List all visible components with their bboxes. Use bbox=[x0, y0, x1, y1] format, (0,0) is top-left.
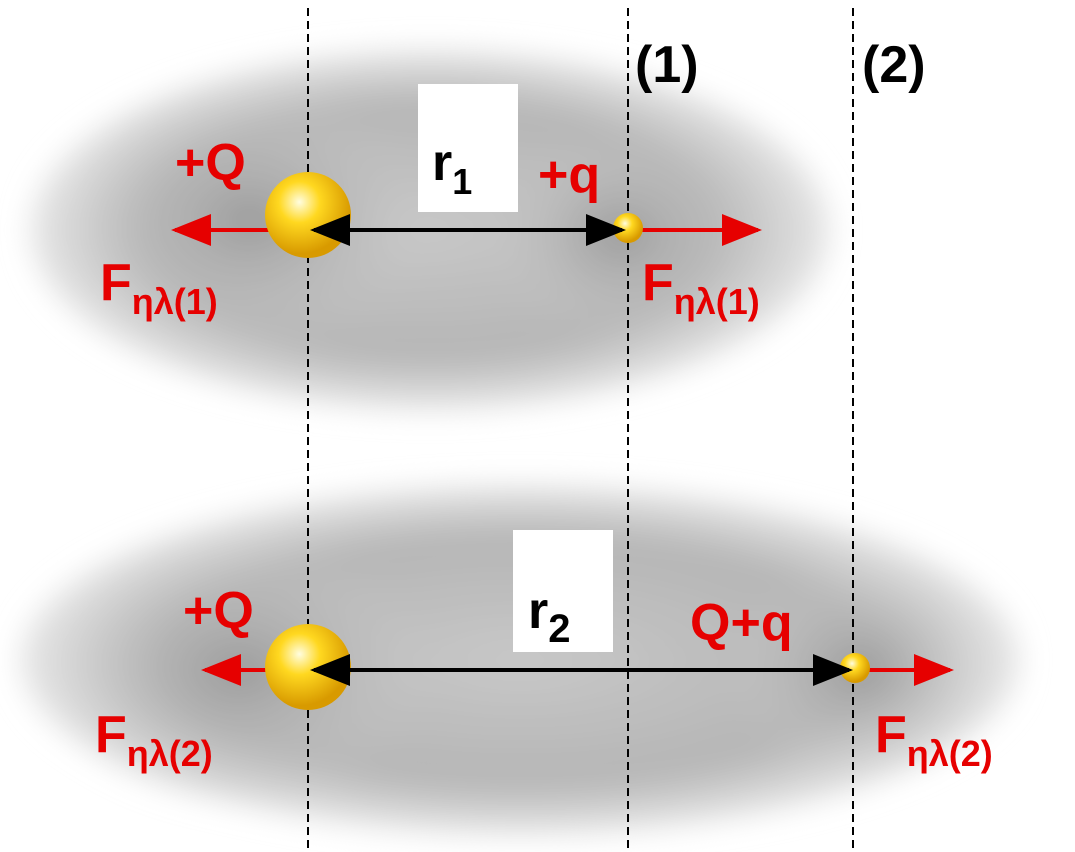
guide-label: (1) bbox=[635, 36, 699, 94]
subscript: ηλ(1) bbox=[674, 281, 760, 322]
subscript: 2 bbox=[548, 607, 570, 651]
charge-label: +Q bbox=[183, 582, 254, 640]
symbol: r bbox=[432, 134, 452, 192]
subscript: ηλ(2) bbox=[907, 733, 993, 774]
charge-sphere bbox=[265, 172, 351, 258]
charge-label: Q+q bbox=[690, 594, 793, 652]
symbol: F bbox=[875, 706, 907, 764]
charge-sphere bbox=[265, 624, 351, 710]
symbol: F bbox=[100, 254, 132, 312]
symbol: F bbox=[642, 254, 674, 312]
subscript: 1 bbox=[452, 161, 472, 202]
diagram: (1) (2) +Q +q r1 Fηλ(1) Fηλ(1) +Q Q+q r2… bbox=[0, 0, 1075, 852]
symbol: r bbox=[528, 582, 548, 640]
charge-label: +q bbox=[538, 146, 600, 204]
page: {"guides": [{"label": "(1)"}, {"label": … bbox=[0, 0, 1075, 852]
guide-label: (2) bbox=[862, 36, 926, 94]
symbol: F bbox=[95, 706, 127, 764]
subscript: ηλ(1) bbox=[132, 281, 218, 322]
subscript: ηλ(2) bbox=[127, 733, 213, 774]
charge-label: +Q bbox=[175, 134, 246, 192]
